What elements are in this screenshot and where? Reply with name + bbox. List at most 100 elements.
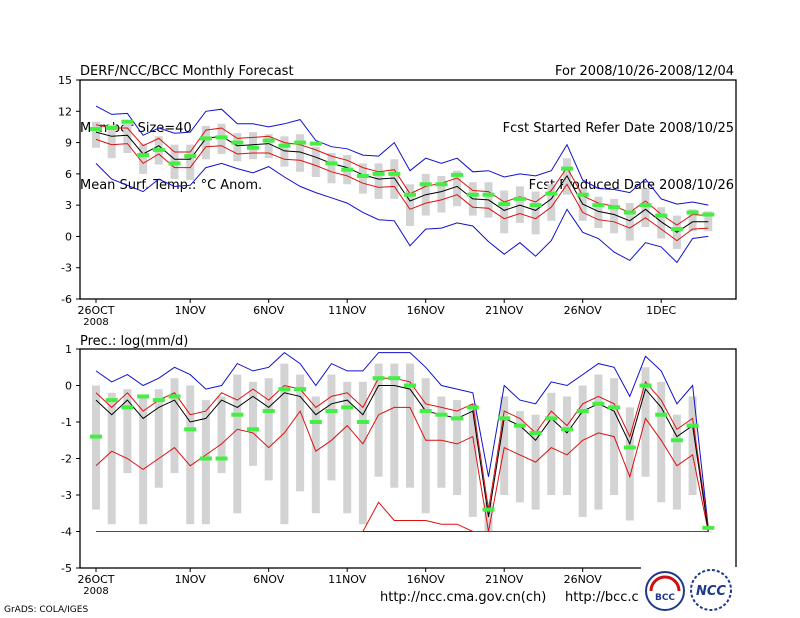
plot2-box — [578, 385, 587, 517]
plot1-max-line — [95, 105, 709, 206]
plot1-box — [264, 134, 273, 159]
plot1-observed-mark — [168, 161, 181, 166]
plot2-box — [641, 367, 650, 477]
plot2-observed-mark — [529, 430, 542, 435]
plot2-observed-mark — [513, 423, 526, 428]
plot1-ci-upper-line — [95, 124, 709, 226]
plot2-ci-upper-line — [95, 377, 709, 528]
plot2-box — [139, 396, 148, 525]
plot2-ytick-label: -5 — [61, 562, 72, 575]
plot1-ci-lower-line — [95, 138, 709, 242]
plot2-observed-mark — [294, 387, 307, 392]
plot1-ytick-label: 3 — [65, 199, 72, 212]
plot1-observed-mark — [686, 210, 699, 215]
plot1-observed-mark — [215, 135, 228, 140]
plot2-observed-mark — [466, 405, 479, 410]
plot2-observed-mark — [592, 401, 605, 406]
plot2-observed-mark — [404, 383, 416, 388]
start-date: Fcst Started Refer Date 2008/10/25 — [502, 121, 734, 136]
plot1-observed-mark — [670, 227, 683, 232]
plot2-observed-mark — [498, 416, 511, 421]
plot2-observed-mark — [309, 420, 322, 424]
plot1-box — [390, 159, 399, 199]
plot2-box — [343, 381, 352, 514]
bcc-logo-text: BCC — [655, 593, 675, 603]
plot2-ytick-label: 0 — [65, 380, 72, 393]
plot1-box — [594, 196, 603, 229]
plot2-box — [296, 374, 305, 492]
plot2-year-label: 2008 — [83, 586, 108, 597]
plot2-xtick-label: 21NOV — [485, 573, 524, 586]
plot2-box — [672, 414, 681, 510]
plot1-box — [311, 146, 320, 177]
plot1-box — [107, 124, 116, 159]
plot1-ytick-label: 15 — [58, 74, 72, 87]
plot2-observed-mark — [576, 409, 589, 414]
plot1-observed-mark — [199, 136, 212, 141]
plot2-observed-mark — [388, 376, 401, 381]
plot2-box — [107, 392, 116, 525]
plot1-xtick-label: 26NOV — [564, 304, 603, 317]
plot1-box — [280, 136, 289, 167]
plot1-observed-mark — [247, 145, 259, 150]
plot2-observed-mark — [325, 409, 338, 414]
plot1-observed-mark — [623, 210, 636, 215]
plot1-observed-mark — [137, 153, 150, 158]
plot1-observed-mark — [655, 213, 668, 218]
plot2-observed-mark — [670, 438, 683, 443]
plot1-xtick-label: 1NOV — [175, 304, 207, 317]
plot2-observed-mark — [152, 398, 165, 403]
plot2-box — [280, 363, 289, 525]
plot1-xtick-label: 26OCT — [77, 304, 114, 317]
bcc-url-link[interactable]: http://bcc.c — [565, 590, 639, 605]
plot1-observed-mark — [451, 172, 464, 177]
plot1-xtick-label: 16NOV — [407, 304, 446, 317]
plot2-observed-mark — [341, 405, 354, 410]
plot2-observed-mark — [451, 416, 464, 421]
plot1-observed-mark — [498, 202, 511, 207]
plot1-box — [688, 209, 697, 232]
plot2-box — [327, 374, 336, 481]
plot2-xtick-label: 1NOV — [175, 573, 207, 586]
plot2-xtick-label: 16NOV — [407, 573, 446, 586]
plot2-observed-mark — [137, 394, 150, 399]
plot2-observed-mark — [639, 383, 652, 388]
plot1-frame — [79, 79, 737, 300]
plot2-observed-mark — [686, 423, 699, 428]
plot2-max-line — [95, 351, 709, 528]
plot1-box — [547, 184, 556, 221]
plot1-observed-mark — [608, 205, 621, 210]
ncc-url-link[interactable]: http://ncc.cma.gov.cn(ch) — [380, 590, 547, 605]
plot2-box — [500, 396, 509, 495]
plot2-box — [374, 363, 383, 477]
plot1-observed-mark — [105, 125, 118, 130]
plot1-box — [327, 153, 336, 184]
ncc-logo-text: NCC — [696, 584, 726, 599]
plot1-xtick-label: 6NOV — [253, 304, 285, 317]
plot2-box — [311, 396, 320, 514]
plot2-observed-mark — [90, 434, 102, 439]
bcc-ncc-logo: BCC NCC — [641, 567, 737, 613]
forecast-title: DERF/NCC/BCC Monthly Forecast — [80, 64, 294, 79]
plot1-observed-mark — [576, 192, 589, 197]
plot2-box — [421, 378, 430, 514]
plot1-box — [123, 123, 132, 153]
ncc-logo-icon — [690, 569, 732, 611]
plot2-ytick-label: 1 — [65, 343, 72, 356]
plot2-mean-line — [95, 385, 709, 532]
plot2-box — [453, 400, 462, 495]
plot2-observed-mark — [199, 456, 212, 461]
plot1-box — [406, 184, 414, 226]
plot1-box — [201, 125, 210, 160]
plot1-year-label: 2008 — [83, 317, 108, 328]
plot2-observed-mark — [215, 456, 228, 461]
plot1-observed-mark — [294, 140, 307, 145]
plot2-box — [468, 403, 477, 517]
plot1-box — [531, 191, 540, 235]
plot2-box — [233, 374, 242, 514]
plot1-observed-mark — [592, 203, 605, 208]
plot1-observed-mark — [513, 196, 526, 201]
plot1-observed-mark — [529, 203, 542, 208]
plot2-observed-mark — [262, 409, 275, 414]
